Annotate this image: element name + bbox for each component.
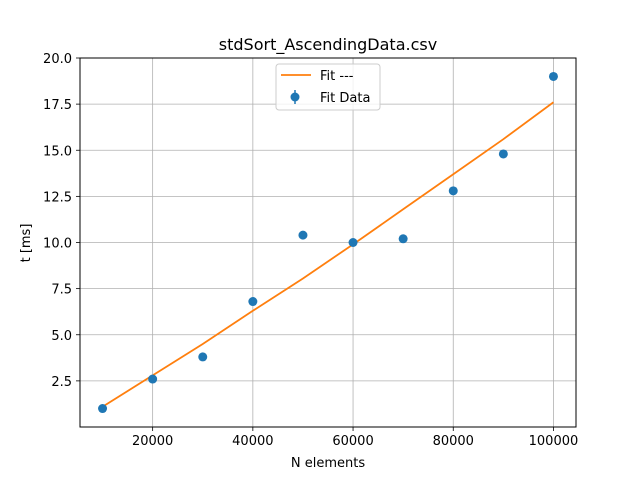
legend: Fit --- Fit Data [275, 63, 381, 111]
x-tick-label: 100000 [529, 434, 579, 449]
y-tick-label: 20.0 [43, 52, 72, 67]
ticks-layer: 20000 40000 60000 80000 100000 2.5 5.0 7.5 10.0 1… [43, 52, 578, 449]
x-tick-label: 40000 [232, 434, 273, 449]
fit-data-point [548, 71, 558, 81]
y-tick-label: 7.5 [51, 283, 72, 298]
series-layer [98, 71, 558, 414]
fit-data-point [248, 297, 258, 307]
y-tick-label: 17.5 [43, 98, 72, 113]
y-tick-label: 5.0 [51, 329, 72, 344]
fit-line [102, 101, 554, 408]
legend-fit-data-marker [290, 92, 300, 102]
y-tick-label: 2.5 [51, 375, 72, 390]
fit-data-point [148, 374, 158, 384]
legend-fit-line-label: Fit --- [320, 69, 354, 84]
x-axis-label: N elements [291, 456, 365, 471]
y-tick-label: 12.5 [43, 190, 72, 205]
x-tick-label: 80000 [433, 434, 474, 449]
legend-fit-data-label: Fit Data [320, 91, 370, 106]
chart-title: stdSort_AscendingData.csv [219, 35, 437, 55]
fit-data-point [498, 149, 508, 159]
y-tick-label: 10.0 [43, 237, 72, 252]
fit-data-point [298, 230, 308, 240]
fit-data-point [348, 238, 358, 247]
y-axis-label: t [ms] [19, 224, 34, 263]
grid-layer [80, 57, 576, 427]
x-tick-label: 60000 [332, 434, 373, 449]
fit-data-point [448, 186, 458, 196]
fit-data-point [198, 352, 208, 362]
x-tick-label: 20000 [132, 434, 173, 449]
y-tick-label: 15.0 [43, 144, 72, 159]
fit-data-point [398, 234, 408, 244]
fit-data-point [98, 404, 108, 414]
